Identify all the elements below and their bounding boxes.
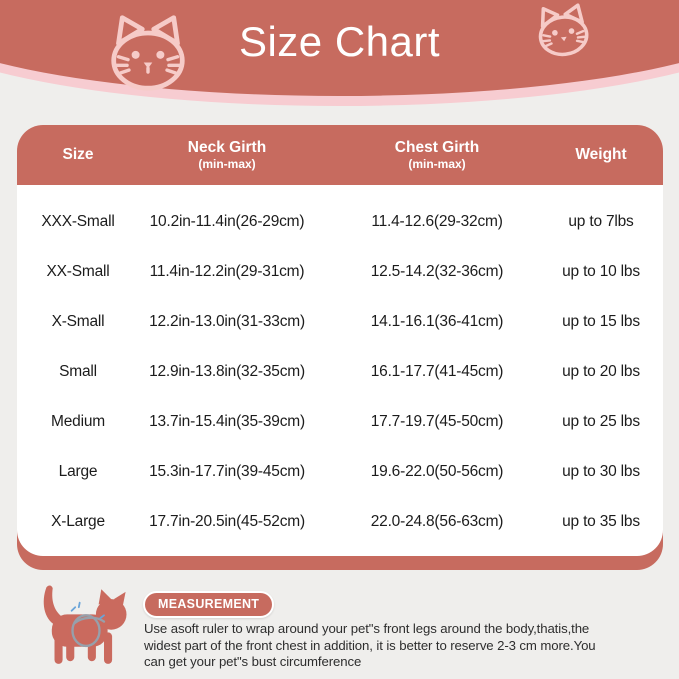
header-banner: Size Chart — [0, 0, 679, 120]
size-table-card: Size Neck Girth (min-max) Chest Girth (m… — [17, 125, 663, 556]
table-row: Small 12.9in-13.8in(32-35cm) 16.1-17.7(4… — [17, 347, 663, 397]
size-cell: Medium — [51, 413, 105, 430]
measurement-note-line: can get your pet"s bust circumference — [144, 654, 362, 670]
chest-cell: 12.5-14.2(32-36cm) — [370, 263, 504, 280]
column-header-neck-girth: Neck Girth (min-max) — [187, 138, 267, 171]
chest-cell: 11.4-12.6(29-32cm) — [371, 213, 503, 230]
measurement-note-line: widest part of the front chest in additi… — [144, 637, 596, 653]
table-body: XXX-Small 10.2in-11.4in(26-29cm) 11.4-12… — [17, 185, 663, 556]
chest-cell: 22.0-24.8(56-63cm) — [370, 513, 504, 530]
table-row: X-Small 12.2in-13.0in(31-33cm) 14.1-16.1… — [17, 297, 663, 347]
neck-cell: 13.7in-15.4in(35-39cm) — [149, 413, 305, 430]
size-cell: X-Large — [51, 513, 105, 530]
table-header-row: Size Neck Girth (min-max) Chest Girth (m… — [17, 125, 663, 185]
neck-cell: 17.7in-20.5in(45-52cm) — [149, 513, 305, 530]
column-header-chest-girth: Chest Girth (min-max) — [394, 138, 480, 171]
cat-face-icon — [111, 15, 185, 91]
neck-cell: 11.4in-12.2in(29-31cm) — [149, 263, 305, 280]
weight-cell: up to 10 lbs — [562, 263, 640, 280]
chest-cell: 19.6-22.0(50-56cm) — [370, 463, 504, 480]
column-header-size: Size — [62, 146, 94, 164]
measurement-note: Use asoft ruler to wrap around your pet"… — [144, 621, 669, 671]
weight-cell: up to 25 lbs — [562, 413, 640, 430]
size-cell: Small — [59, 363, 97, 380]
size-cell: XX-Small — [46, 263, 110, 280]
chest-cell: 14.1-16.1(36-41cm) — [370, 313, 504, 330]
column-header-weight: Weight — [575, 146, 627, 164]
weight-cell: up to 7lbs — [568, 213, 634, 230]
page-title: Size Chart — [238, 18, 441, 65]
cat-silhouette-icon — [43, 585, 127, 664]
size-cell: Large — [58, 463, 98, 480]
neck-cell: 10.2in-11.4in(26-29cm) — [149, 213, 305, 230]
weight-cell: up to 35 lbs — [562, 513, 640, 530]
chest-cell: 16.1-17.7(41-45cm) — [370, 363, 504, 380]
measurement-note-line: Use asoft ruler to wrap around your pet"… — [144, 621, 590, 636]
table-row: Medium 13.7in-15.4in(35-39cm) 17.7-19.7(… — [17, 397, 663, 447]
weight-cell: up to 30 lbs — [562, 463, 640, 480]
neck-cell: 12.2in-13.0in(31-33cm) — [149, 313, 305, 330]
weight-cell: up to 15 lbs — [562, 313, 640, 330]
neck-cell: 12.9in-13.8in(32-35cm) — [149, 363, 305, 380]
table-row: Large 15.3in-17.7in(39-45cm) 19.6-22.0(5… — [17, 447, 663, 497]
chest-cell: 17.7-19.7(45-50cm) — [370, 413, 504, 430]
measurement-badge: MEASUREMENT — [143, 591, 275, 618]
table-row: X-Large 17.7in-20.5in(45-52cm) 22.0-24.8… — [17, 497, 663, 547]
cat-face-icon — [538, 3, 589, 57]
size-cell: XXX-Small — [41, 213, 115, 230]
table-row: XX-Small 11.4in-12.2in(29-31cm) 12.5-14.… — [17, 247, 663, 297]
weight-cell: up to 20 lbs — [562, 363, 640, 380]
neck-cell: 15.3in-17.7in(39-45cm) — [149, 463, 305, 480]
table-row: XXX-Small 10.2in-11.4in(26-29cm) 11.4-12… — [17, 197, 663, 247]
size-cell: X-Small — [51, 313, 105, 330]
